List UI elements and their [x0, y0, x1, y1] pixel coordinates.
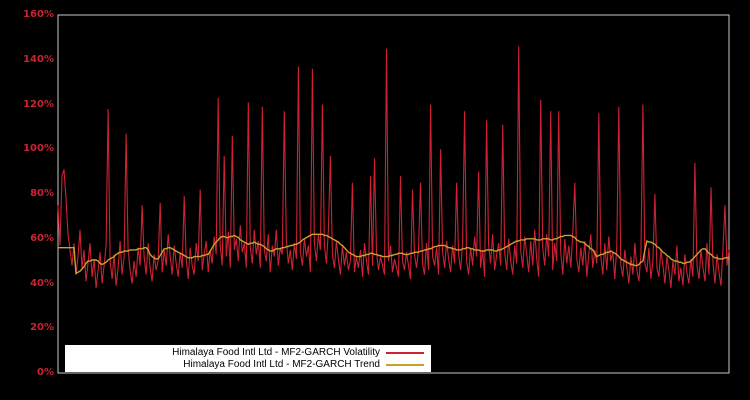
y-tick-120%: 120% — [23, 98, 54, 110]
legend-row-trend: Himalaya Food Intl Ltd - MF2-GARCH Trend — [65, 359, 424, 371]
legend-label-trend: Himalaya Food Intl Ltd - MF2-GARCH Trend — [183, 358, 380, 370]
y-tick-60%: 60% — [30, 232, 54, 244]
y-tick-80%: 80% — [30, 188, 54, 199]
trend-series-line — [58, 233, 729, 275]
legend-label-volatility: Himalaya Food Intl Ltd - MF2-GARCH Volat… — [172, 346, 380, 358]
y-tick-20%: 20% — [30, 322, 54, 334]
legend-box: Himalaya Food Intl Ltd - MF2-GARCH Volat… — [65, 345, 431, 372]
plot-border — [57, 14, 730, 374]
legend-row-volatility: Himalaya Food Intl Ltd - MF2-GARCH Volat… — [65, 347, 424, 359]
y-tick-100%: 100% — [23, 143, 54, 155]
y-tick-140%: 140% — [23, 53, 54, 65]
y-tick-40%: 40% — [30, 277, 54, 289]
volatility-series-line — [57, 46, 730, 289]
y-tick-0%: 0% — [37, 367, 54, 378]
legend-line-sample-trend — [386, 363, 424, 366]
y-tick-160%: 160% — [23, 9, 54, 20]
legend-line-sample-volatility — [386, 351, 424, 354]
